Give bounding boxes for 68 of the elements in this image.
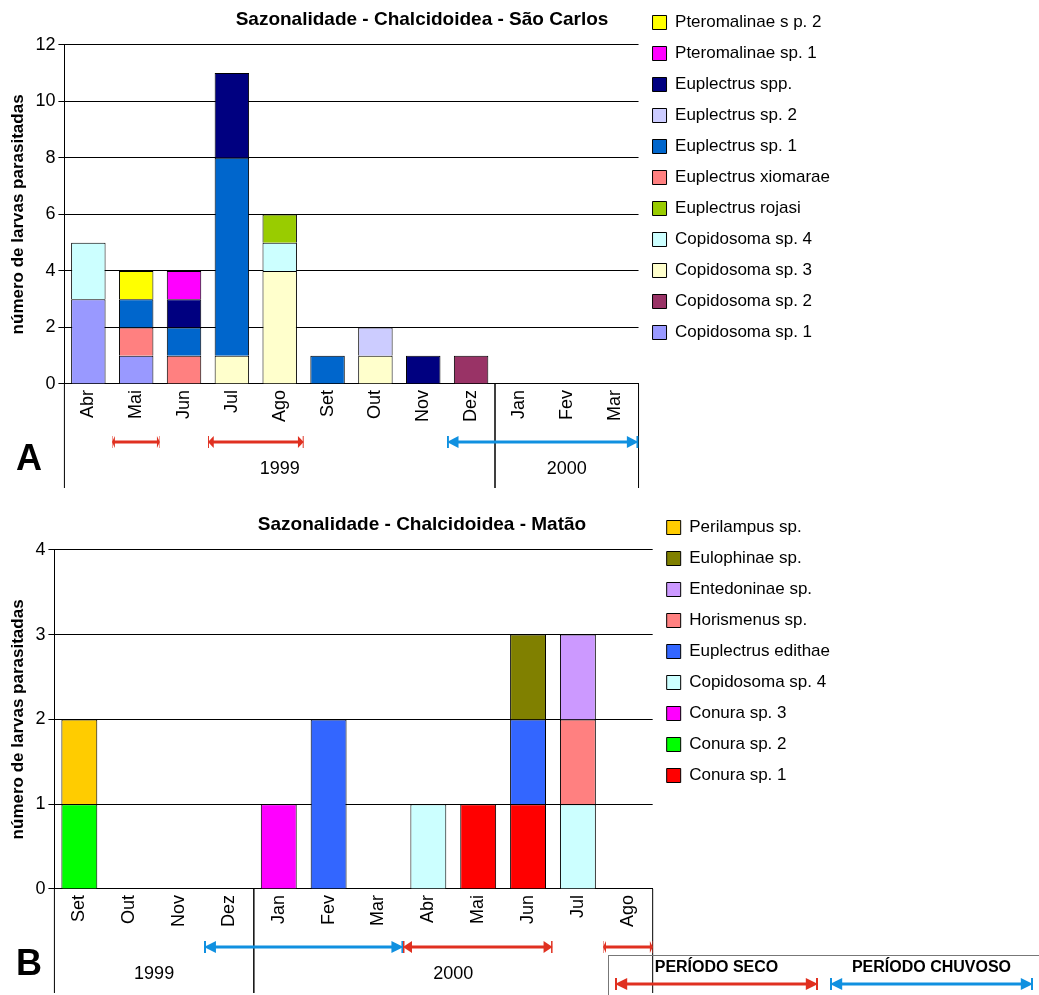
y-tick-label: 2 [45,316,56,337]
legend-label: Copidosoma sp. 1 [675,322,813,342]
x-tick-label: Mai [125,389,146,419]
legend-label: Entedoninae sp. [689,579,813,599]
text: PERÍODO SECO [653,958,780,976]
y-tick-label: 1 [35,793,46,814]
text: B [16,942,42,983]
chart-title: Sazonalidade - Chalcidoidea - Matão [257,512,587,534]
x-tick-label: Fev [555,389,576,420]
legend-label: Copidosoma sp. 2 [675,291,813,311]
x-tick-label: Nov [168,894,189,927]
x-tick-label: Ago [268,389,289,422]
text: 2000 [432,963,475,984]
legend-label: Conura sp. 1 [689,765,787,785]
y-tick-label: 0 [45,372,56,393]
y-tick-label: 8 [45,146,56,167]
text: 1999 [133,963,176,984]
legend-label: Copidosoma sp. 4 [689,672,827,692]
y-tick-label: 3 [35,623,46,644]
legend-label: Euplectrus xiomarae [675,167,831,187]
legend-label: Copidosoma sp. 3 [675,260,813,280]
y-tick-label: 12 [35,33,56,54]
y-tick-label: 6 [45,203,56,224]
y-tick-label: 0 [35,877,46,898]
x-tick-label: Abr [77,389,98,418]
x-tick-label: Nov [412,389,433,422]
x-tick-label: Dez [217,894,238,927]
x-tick-label: Jul [220,389,241,413]
x-tick-label: Jan [507,389,528,419]
text: PERÍODO CHUVOSO [850,958,1013,976]
legend-label: Euplectrus sp. 1 [675,136,797,156]
x-tick-label: Jan [267,894,288,924]
text: 2000 [545,458,588,479]
x-tick-label: Mar [367,894,388,926]
text: A [16,437,42,478]
x-tick-label: Mar [603,389,624,421]
x-tick-label: Jun [517,894,538,924]
legend-label: Pteromalinae s p. 2 [675,12,822,32]
x-tick-label: Mai [467,894,488,924]
legend-label: Copidosoma sp. 4 [675,229,813,249]
legend-label: Perilampus sp. [689,517,802,537]
legend-label: Euplectrus edithae [689,641,831,661]
legend-label: Euplectrus spp. [675,74,793,94]
y-axis-title: número de larvas parasitadas [7,599,27,840]
x-tick-label: Dez [460,389,481,422]
x-tick-label: Jul [566,894,587,918]
x-tick-label: Fev [317,894,338,925]
x-tick-label: Out [364,389,385,419]
y-axis-title: número de larvas parasitadas [7,94,27,335]
legend-label: Euplectrus rojasi [675,198,801,218]
legend-label: Horismenus sp. [689,610,808,630]
legend-label: Eulophinae sp. [689,548,802,568]
legend-label: Euplectrus sp. 2 [675,105,797,125]
x-tick-label: Ago [616,894,637,927]
text: 1999 [258,458,301,479]
y-tick-label: 4 [35,538,46,559]
legend-label: Pteromalinae sp. 1 [675,43,817,63]
y-tick-label: 10 [35,90,56,111]
chart-title: Sazonalidade - Chalcidoidea - São Carlos [235,7,609,29]
legend-label: Conura sp. 2 [689,734,787,754]
y-tick-label: 2 [35,708,46,729]
x-tick-label: Set [68,894,89,922]
x-tick-label: Jun [173,389,193,419]
x-tick-label: Out [118,894,139,924]
x-tick-label: Set [316,389,337,417]
legend-label: Conura sp. 3 [689,703,787,723]
x-tick-label: Abr [417,894,438,923]
y-tick-label: 4 [45,259,56,280]
